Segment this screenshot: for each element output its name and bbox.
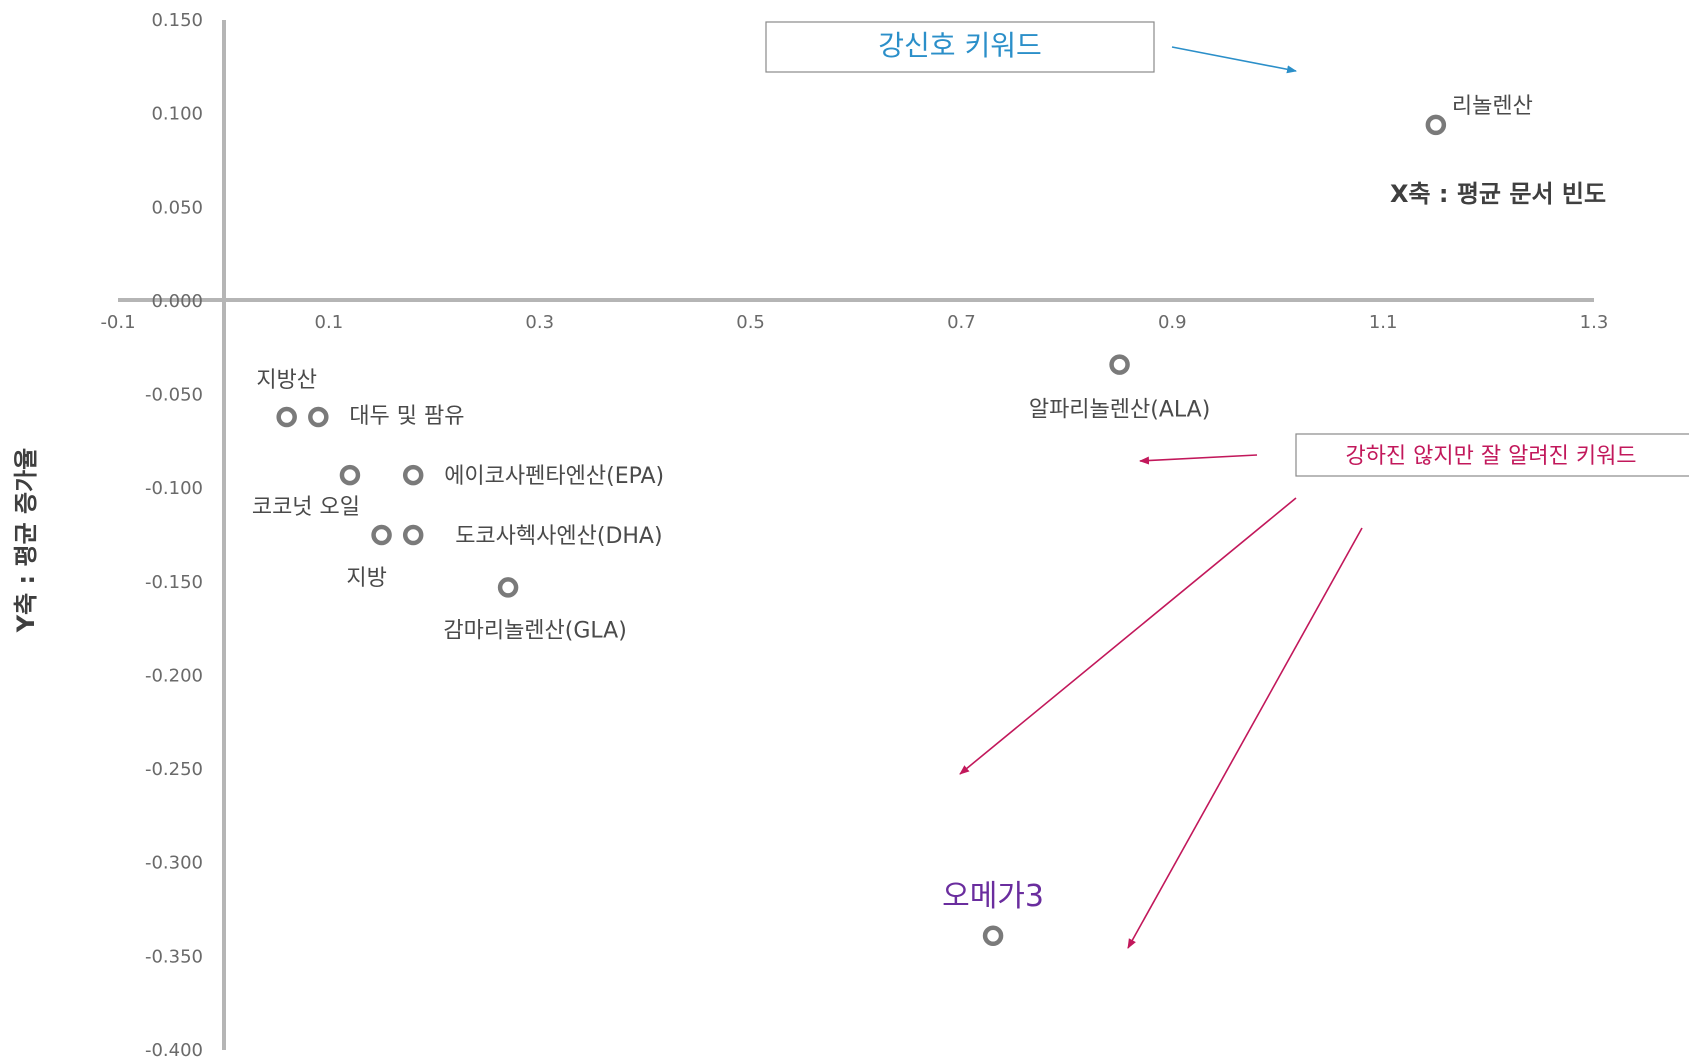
y-tick-label: -0.200: [145, 665, 203, 686]
weak-known-box: [1295, 433, 1689, 477]
y-tick-label: 0.000: [151, 291, 203, 312]
weak-known-arrow-3: [1127, 527, 1363, 949]
point-label: 도코사헥사엔산(DHA): [455, 524, 662, 549]
x-tick-label: 0.3: [525, 312, 554, 333]
data-point: [982, 925, 1004, 947]
y-tick-label: -0.250: [145, 759, 203, 780]
y-tick-label: 0.100: [151, 104, 203, 125]
x-tick-label: -0.1: [100, 312, 135, 333]
strong-signal-box: [765, 21, 1155, 73]
y-tick-label: -0.100: [145, 478, 203, 499]
x-tick-label: 1.1: [1369, 312, 1398, 333]
x-tick-label: 1.3: [1580, 312, 1609, 333]
y-tick-label: 0.050: [151, 197, 203, 218]
data-point: [1109, 354, 1130, 375]
y-tick-label: -0.350: [145, 946, 203, 967]
data-point: [1425, 114, 1447, 136]
x-tick-label: 0.9: [1158, 312, 1187, 333]
data-point: [339, 464, 361, 486]
weak-known-arrow-1: [1139, 454, 1258, 465]
weak-known-label: 강하진 않지만 잘 알려진 키워드: [1345, 444, 1636, 469]
data-point: [402, 524, 424, 546]
y-tick-label: -0.400: [145, 1040, 203, 1060]
data-point: [276, 406, 297, 428]
point-label: 대두 및 팜유: [349, 404, 464, 429]
point-label: 리놀렌산: [1452, 94, 1533, 119]
point-label: 에이코사펜타엔산(EPA): [444, 464, 664, 489]
weak-known-arrow-2: [959, 497, 1297, 775]
x-tick-label: 0.5: [736, 312, 765, 333]
strong-signal-arrow: [1171, 46, 1297, 74]
point-label: 알파리놀렌산(ALA): [1029, 398, 1210, 423]
y-tick-labels: 0.150 0.100 0.050 0.000 -0.050 -0.100 -0.150 -0…: [145, 10, 203, 1060]
y-tick-label: -0.050: [145, 385, 203, 406]
data-points: [276, 114, 1447, 947]
point-label: 코코넛 오일: [252, 495, 360, 520]
y-tick-label: -0.300: [145, 853, 203, 874]
x-tick-label: 0.1: [315, 312, 344, 333]
x-tick-labels: -0.1 0.1 0.3 0.5 0.7 0.9 1.1 1.3: [100, 312, 1608, 333]
point-label: 감마리놀렌산(GLA): [443, 618, 626, 643]
y-tick-label: -0.150: [145, 572, 203, 593]
y-tick-label: 0.150: [151, 10, 203, 31]
point-label: 지방: [346, 566, 386, 591]
x-tick-label: 0.7: [947, 312, 976, 333]
data-point: [402, 464, 424, 486]
point-label: 오메가3: [942, 879, 1044, 914]
data-point: [497, 577, 519, 598]
x-axis-title: X축 : 평균 문서 빈도: [1390, 180, 1606, 208]
strong-signal-label: 강신호 키워드: [878, 29, 1041, 62]
point-label: 지방산: [256, 368, 317, 393]
data-point: [308, 406, 329, 428]
y-axis-title: Y축 : 평균 증가율: [12, 448, 40, 634]
data-point: [371, 524, 392, 546]
